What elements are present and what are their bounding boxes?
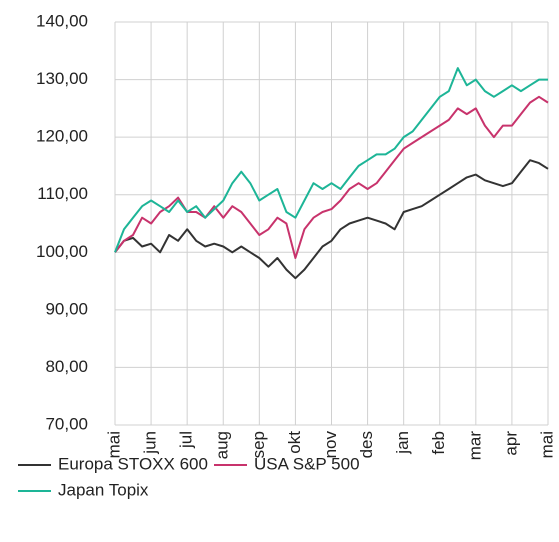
y-tick-label: 90,00	[45, 299, 88, 318]
y-tick-label: 120,00	[36, 127, 88, 146]
x-tick-label: nov	[321, 431, 340, 459]
x-tick-label: mai	[537, 431, 556, 458]
x-tick-label: feb	[429, 431, 448, 455]
y-tick-label: 70,00	[45, 414, 88, 433]
x-tick-label: mai	[104, 431, 123, 458]
data-line	[114, 67, 548, 253]
legend-label: USA S&P 500	[254, 454, 360, 473]
x-tick-label: apr	[501, 431, 520, 456]
x-tick-label: jul	[177, 431, 196, 449]
x-tick-label: jun	[141, 431, 160, 455]
y-tick-label: 140,00	[36, 11, 88, 30]
y-tick-label: 80,00	[45, 357, 88, 376]
x-tick-label: sep	[249, 431, 268, 458]
x-tick-label: aug	[213, 431, 232, 459]
y-tick-label: 100,00	[36, 242, 88, 261]
legend-label: Europa STOXX 600	[58, 454, 208, 473]
y-tick-label: 110,00	[37, 184, 88, 203]
x-tick-label: mar	[465, 431, 484, 461]
x-tick-label: des	[357, 431, 376, 458]
legend-label: Japan Topix	[58, 480, 149, 499]
x-tick-label: jan	[393, 431, 412, 455]
y-tick-label: 130,00	[36, 69, 88, 88]
data-line	[114, 159, 549, 280]
x-tick-label: okt	[285, 431, 304, 454]
